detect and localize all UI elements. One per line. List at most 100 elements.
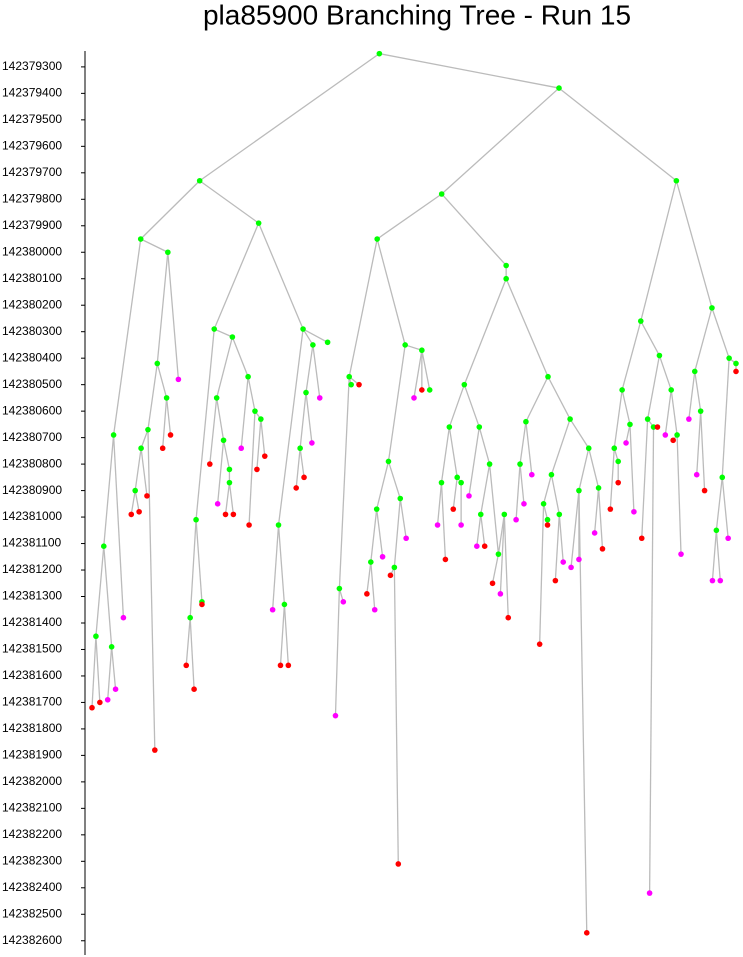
edge (305, 344, 314, 393)
node (513, 516, 519, 523)
edge (231, 336, 249, 377)
node (281, 601, 288, 608)
node (595, 485, 602, 491)
node (568, 564, 574, 571)
edge (440, 482, 447, 560)
y-tick-label: 142379800 (2, 191, 62, 205)
y-tick-label: 142380800 (2, 456, 62, 470)
edge (542, 474, 553, 504)
node (175, 376, 182, 383)
edge (376, 238, 406, 346)
node (567, 416, 573, 422)
node (434, 522, 441, 528)
node (544, 522, 551, 528)
edge (694, 307, 713, 372)
edge (558, 514, 564, 563)
node (379, 553, 386, 560)
edge (348, 238, 378, 377)
node (501, 511, 508, 518)
node (167, 432, 174, 438)
edge (440, 426, 450, 483)
edge (247, 376, 256, 412)
edge (387, 344, 406, 462)
edge (140, 429, 149, 449)
edge (448, 426, 458, 478)
edge (621, 389, 631, 425)
node (258, 416, 264, 422)
edge (670, 389, 678, 436)
y-tick-label: 142379500 (2, 112, 62, 126)
edge (676, 434, 682, 555)
node (461, 381, 468, 388)
y-tick-label: 142380600 (2, 403, 62, 417)
node (163, 395, 170, 401)
node (591, 530, 598, 536)
node (128, 511, 135, 518)
node (583, 930, 590, 936)
node (226, 466, 233, 473)
node (154, 360, 161, 367)
node (489, 580, 496, 587)
node (607, 506, 614, 512)
edge (519, 421, 527, 465)
node (619, 387, 625, 393)
node (368, 559, 374, 565)
y-tick-label: 142381000 (2, 509, 62, 523)
node (450, 506, 457, 512)
node (261, 453, 268, 459)
edge (302, 328, 314, 346)
edge (140, 180, 201, 240)
edge (640, 180, 677, 322)
edge (299, 392, 307, 449)
edge (277, 328, 304, 526)
edge (370, 562, 376, 610)
node (303, 389, 309, 396)
edge (664, 389, 672, 436)
edge (299, 448, 305, 478)
node (297, 445, 303, 452)
node (585, 445, 592, 452)
edge (640, 320, 660, 356)
edge (165, 397, 172, 436)
node (442, 556, 449, 563)
node (207, 461, 213, 467)
node (246, 522, 252, 528)
y-tick-label: 142379700 (2, 165, 62, 179)
y-tick-label: 142380700 (2, 430, 62, 444)
chart-title: pla85900 Branching Tree - Run 15 (203, 0, 631, 30)
edge (338, 376, 350, 589)
node (615, 458, 621, 465)
node (395, 861, 402, 867)
node (674, 432, 680, 438)
node (403, 535, 409, 542)
node (229, 334, 236, 340)
node (474, 543, 480, 549)
edge (370, 509, 378, 563)
edge (271, 524, 280, 610)
node (214, 501, 221, 507)
edge (588, 448, 600, 489)
edge (688, 371, 696, 420)
edge (366, 562, 372, 594)
node (529, 471, 535, 478)
node (419, 347, 425, 354)
edge (302, 328, 328, 343)
node (293, 485, 299, 491)
node (552, 577, 559, 584)
node (476, 424, 483, 430)
node (576, 556, 582, 563)
edge (497, 514, 505, 555)
edge (376, 461, 390, 510)
y-tick-label: 142382000 (2, 774, 62, 788)
node (300, 326, 306, 332)
edge (525, 421, 533, 475)
edge (209, 397, 218, 465)
y-tick-label: 142382600 (2, 933, 62, 947)
edge (593, 487, 600, 534)
edge (147, 429, 156, 751)
y-tick-label: 142382300 (2, 853, 62, 867)
edge (404, 344, 423, 351)
y-tick-label: 142380400 (2, 350, 62, 364)
node (332, 712, 339, 719)
